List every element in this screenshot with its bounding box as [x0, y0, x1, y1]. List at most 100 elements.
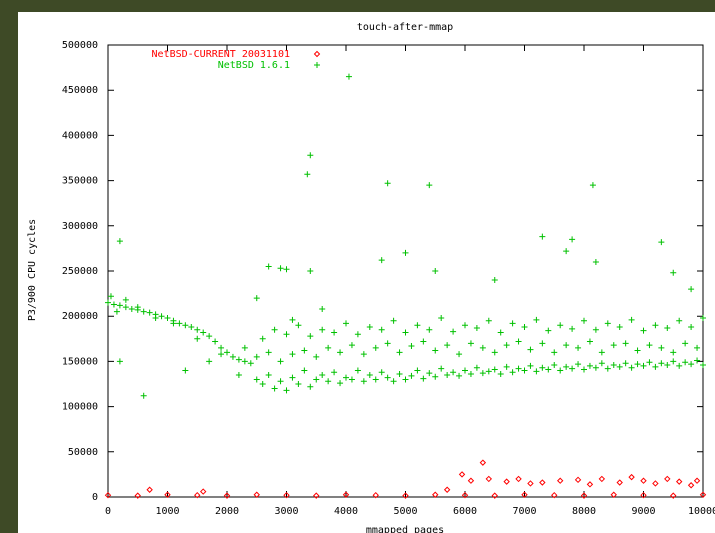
y-axis-label: P3/900 CPU cycles	[27, 219, 38, 321]
data-point	[206, 333, 213, 340]
data-point	[676, 362, 683, 369]
data-point	[581, 366, 587, 373]
data-point	[438, 365, 445, 372]
data-point	[402, 329, 409, 336]
data-point	[366, 371, 373, 378]
data-point	[634, 361, 641, 368]
data-point	[462, 367, 468, 374]
data-point	[610, 491, 617, 498]
data-point	[235, 371, 242, 378]
data-point	[652, 480, 659, 487]
data-point	[194, 491, 201, 499]
legend-marker	[314, 62, 320, 68]
data-point	[343, 374, 349, 381]
legend-label: NetBSD 1.6.1	[218, 60, 290, 71]
data-point	[295, 381, 302, 387]
data-point	[676, 317, 683, 324]
data-point	[265, 263, 272, 270]
data-point	[229, 353, 236, 360]
data-point	[337, 380, 344, 387]
y-tick-label: 100000	[62, 402, 98, 413]
data-point	[307, 152, 314, 159]
data-point	[563, 342, 570, 349]
y-tick-label: 50000	[68, 447, 98, 458]
data-point	[458, 471, 466, 478]
data-point	[146, 309, 153, 316]
data-point	[589, 182, 596, 189]
data-point	[122, 296, 129, 303]
data-point	[580, 492, 588, 499]
data-point	[688, 324, 695, 331]
data-point	[289, 316, 296, 323]
y-tick-label: 150000	[62, 356, 98, 367]
data-point	[646, 359, 653, 366]
data-point	[432, 373, 439, 380]
x-tick-label: 5000	[393, 506, 417, 517]
data-point	[414, 367, 421, 374]
y-tick-label: 500000	[62, 40, 98, 51]
data-point	[337, 349, 344, 356]
data-point	[277, 378, 284, 385]
data-point	[569, 236, 576, 243]
data-point	[384, 180, 391, 187]
data-point	[345, 73, 352, 80]
data-point	[319, 326, 326, 333]
data-point	[325, 344, 332, 351]
data-point	[372, 344, 379, 351]
data-point	[360, 351, 367, 358]
data-point	[604, 365, 611, 372]
x-tick-label: 9000	[631, 506, 655, 517]
data-point	[253, 491, 260, 498]
data-point	[467, 371, 474, 378]
data-point	[461, 491, 469, 499]
data-point	[640, 477, 647, 484]
data-point	[664, 362, 671, 369]
data-point	[396, 371, 403, 378]
data-point	[414, 322, 421, 329]
data-point	[224, 349, 230, 356]
data-point	[473, 324, 480, 331]
data-point	[658, 344, 665, 351]
data-point	[640, 327, 647, 334]
data-point	[628, 316, 635, 323]
data-point	[348, 376, 355, 383]
data-point	[598, 360, 605, 367]
data-point	[319, 305, 326, 312]
data-point	[301, 347, 308, 354]
x-tick-label: 2000	[215, 506, 239, 517]
data-point	[348, 342, 355, 349]
data-point	[277, 358, 284, 365]
data-point	[116, 238, 123, 245]
data-point	[253, 295, 260, 302]
data-point	[146, 486, 153, 493]
data-point	[450, 369, 457, 376]
data-point	[176, 320, 183, 327]
data-point	[271, 326, 278, 333]
data-point	[556, 477, 564, 484]
data-point	[509, 369, 516, 376]
data-point	[491, 277, 498, 284]
data-point	[107, 293, 114, 300]
data-point	[616, 324, 623, 331]
y-tick-label: 0	[92, 492, 98, 503]
data-point	[652, 363, 659, 370]
data-point	[325, 378, 332, 385]
data-point	[444, 342, 451, 349]
data-point	[116, 302, 123, 309]
data-point	[652, 322, 659, 329]
data-point	[700, 362, 706, 369]
data-point	[598, 349, 605, 356]
x-tick-label: 0	[105, 506, 111, 517]
data-point	[253, 353, 260, 360]
data-point	[164, 491, 171, 498]
data-point	[682, 340, 689, 347]
data-point	[122, 304, 129, 311]
data-point	[247, 360, 254, 367]
data-point	[533, 368, 540, 375]
data-point	[307, 333, 314, 340]
data-point	[218, 351, 225, 358]
data-point	[628, 473, 635, 481]
data-point	[378, 369, 385, 376]
data-point	[473, 364, 480, 371]
